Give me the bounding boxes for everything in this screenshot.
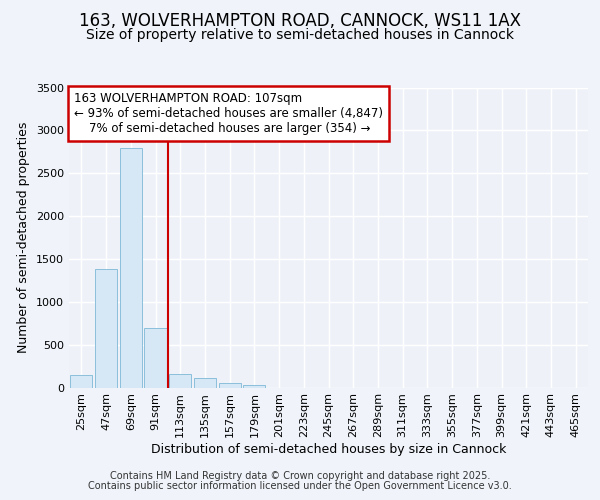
Bar	[218, 383, 241, 388]
Bar	[169, 374, 191, 388]
X-axis label: Distribution of semi-detached houses by size in Cannock: Distribution of semi-detached houses by …	[151, 443, 506, 456]
Bar	[95, 269, 117, 388]
Text: Contains public sector information licensed under the Open Government Licence v3: Contains public sector information licen…	[88, 481, 512, 491]
Text: Size of property relative to semi-detached houses in Cannock: Size of property relative to semi-detach…	[86, 28, 514, 42]
Text: Contains HM Land Registry data © Crown copyright and database right 2025.: Contains HM Land Registry data © Crown c…	[110, 471, 490, 481]
Text: 163, WOLVERHAMPTON ROAD, CANNOCK, WS11 1AX: 163, WOLVERHAMPTON ROAD, CANNOCK, WS11 1…	[79, 12, 521, 30]
Text: 163 WOLVERHAMPTON ROAD: 107sqm
← 93% of semi-detached houses are smaller (4,847): 163 WOLVERHAMPTON ROAD: 107sqm ← 93% of …	[74, 92, 383, 135]
Y-axis label: Number of semi-detached properties: Number of semi-detached properties	[17, 122, 31, 353]
Bar	[119, 148, 142, 388]
Bar	[70, 375, 92, 388]
Bar	[145, 328, 167, 388]
Bar	[243, 385, 265, 388]
Bar	[194, 378, 216, 388]
